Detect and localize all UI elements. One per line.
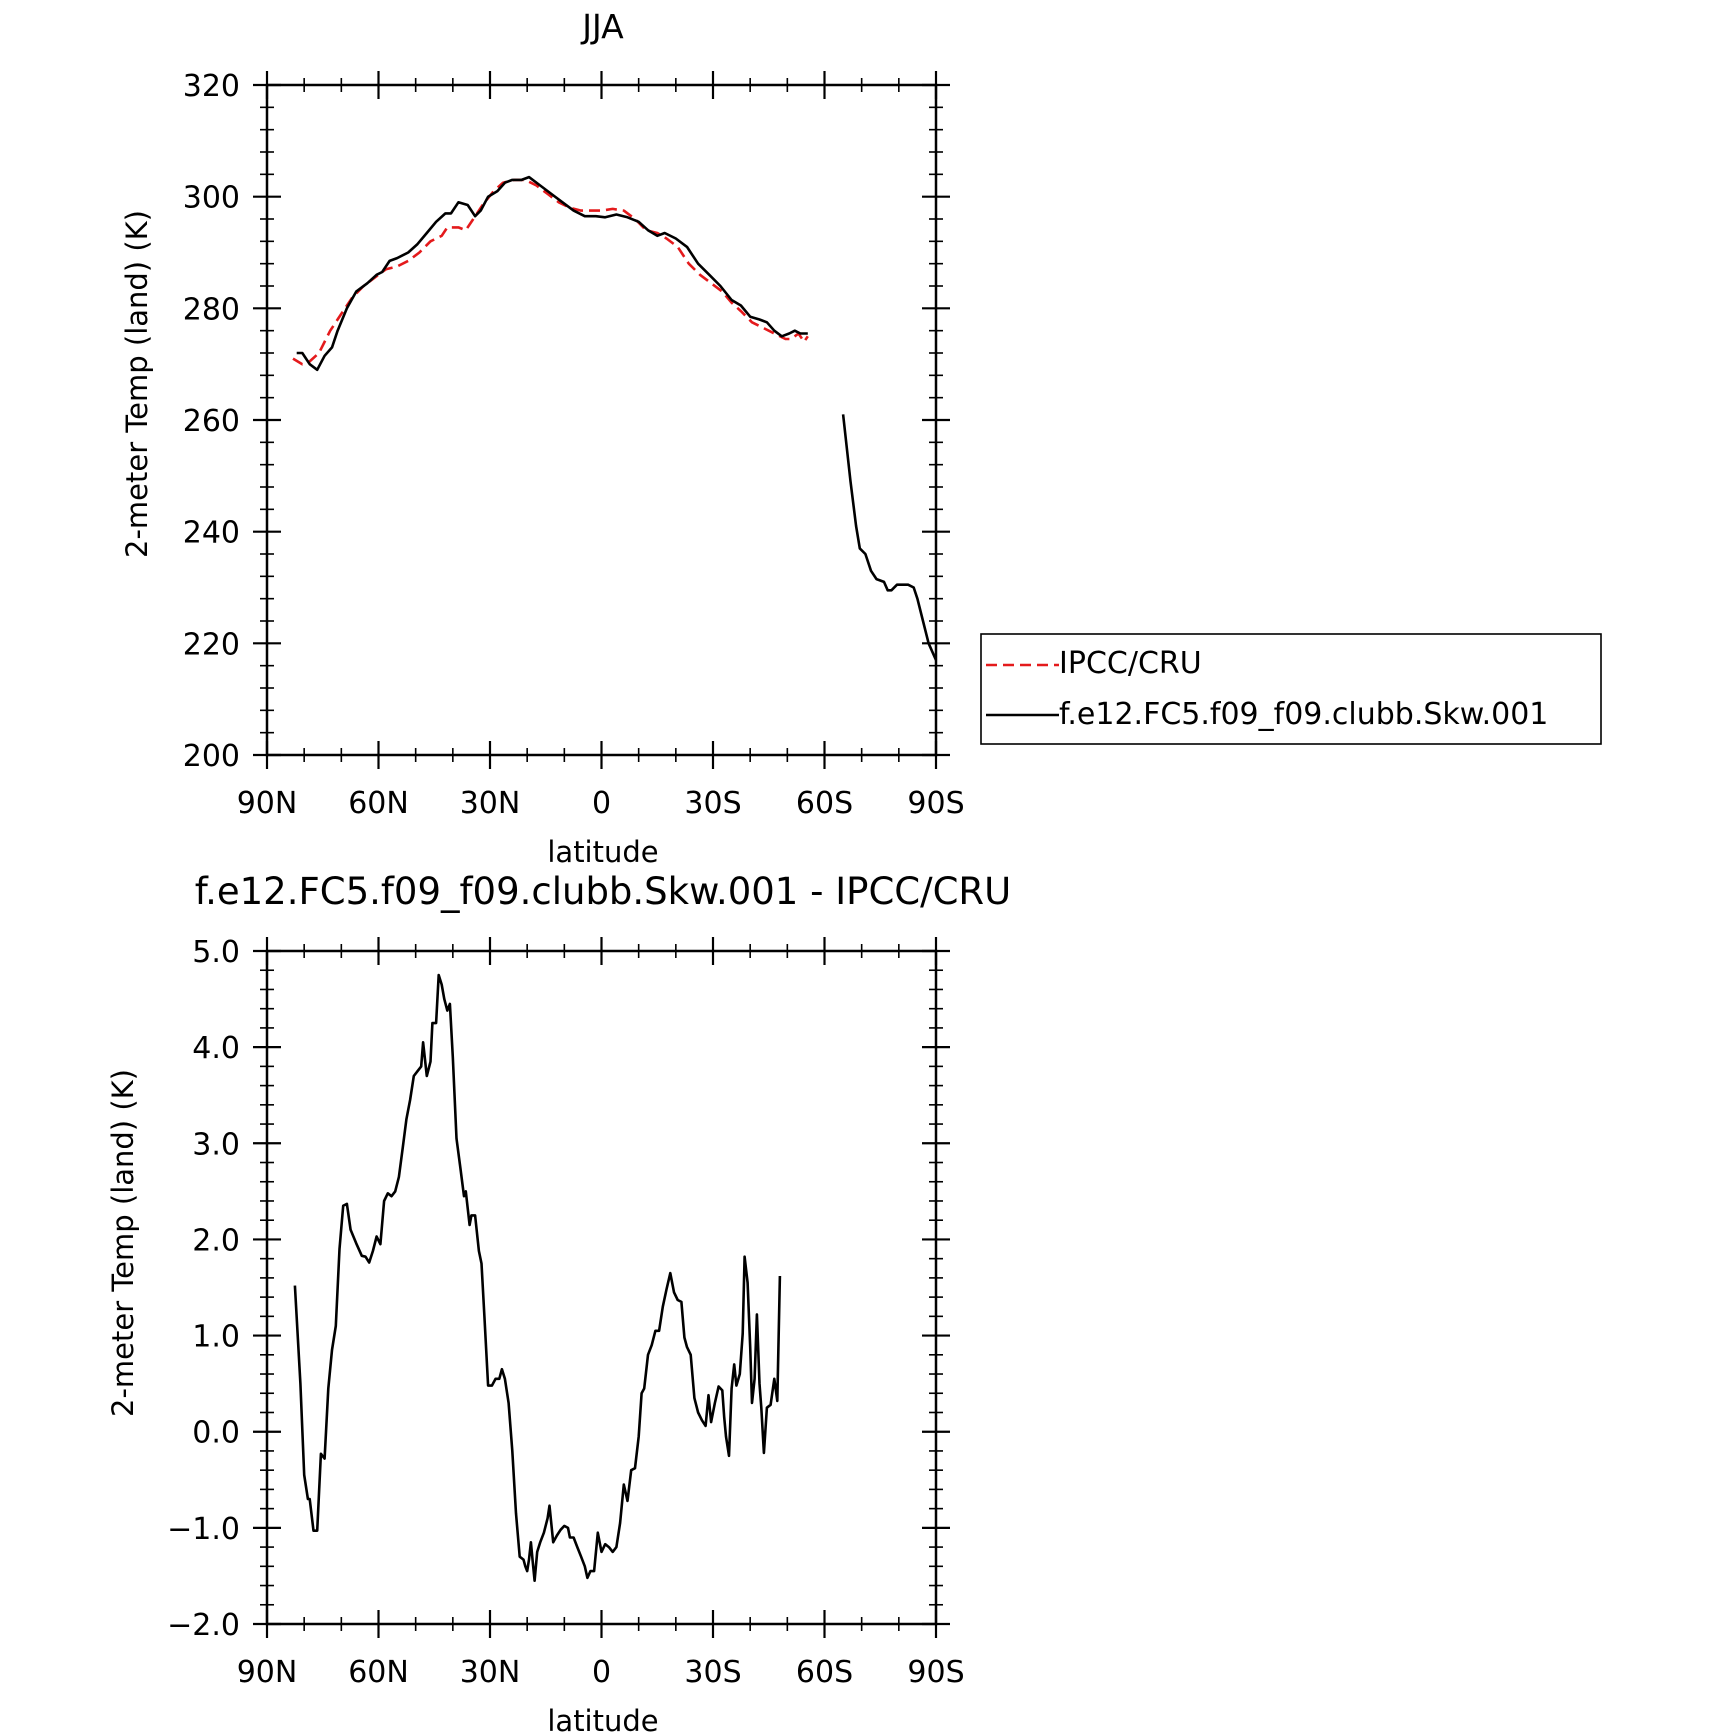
bottom-chart-title: f.e12.FC5.f09_f09.clubb.Skw.001 - IPCC/C… — [195, 870, 1011, 913]
x-tick-label: 90N — [237, 786, 298, 821]
series-line-ipcc-cru — [292, 178, 809, 366]
bottom-x-ticks: 90N 60N 30N 0 30S 60S 90S — [237, 937, 965, 1690]
y-tick-label: 200 — [183, 739, 240, 774]
x-tick-label: 60N — [348, 786, 409, 821]
y-tick-label: 260 — [183, 404, 240, 439]
series-line-model — [841, 414, 938, 661]
y-tick-label: 4.0 — [192, 1031, 240, 1066]
y-tick-label: 300 — [183, 181, 240, 216]
y-tick-label: 3.0 — [192, 1127, 240, 1162]
y-tick-label: 1.0 — [192, 1320, 240, 1355]
x-tick-label: 0 — [592, 786, 611, 821]
y-tick-label: 280 — [183, 292, 240, 327]
y-tick-label: −1.0 — [167, 1512, 240, 1547]
y-tick-label: 320 — [183, 69, 240, 104]
x-tick-label: 30S — [684, 1655, 741, 1690]
y-tick-label: 220 — [183, 627, 240, 662]
top-chart-title: JJA — [580, 7, 624, 46]
x-tick-label: 90N — [237, 1655, 298, 1690]
x-tick-label: 90S — [907, 786, 964, 821]
x-tick-label: 60N — [348, 1655, 409, 1690]
top-plot-frame — [265, 83, 938, 757]
legend: IPCC/CRU f.e12.FC5.f09_f09.clubb.Skw.001 — [980, 633, 1602, 745]
top-x-axis-label: latitude — [547, 835, 658, 869]
x-tick-label: 60S — [796, 1655, 853, 1690]
top-y-axis-label: 2-meter Temp (land) (K) — [120, 210, 154, 558]
y-tick-label: 5.0 — [192, 935, 240, 970]
y-tick-label: 240 — [183, 516, 240, 551]
x-tick-label: 90S — [907, 1655, 964, 1690]
bottom-panel: f.e12.FC5.f09_f09.clubb.Skw.001 - IPCC/C… — [106, 870, 1011, 1734]
legend-label-model: f.e12.FC5.f09_f09.clubb.Skw.001 — [1059, 697, 1548, 732]
y-tick-label: 2.0 — [192, 1223, 240, 1258]
top-plot-lines — [292, 175, 938, 661]
top-x-ticks: 90N 60N 30N 0 30S 60S 90S — [237, 71, 965, 821]
bottom-y-axis-label: 2-meter Temp (land) (K) — [106, 1069, 140, 1417]
top-y-ticks: 200 220 240 260 280 300 320 — [183, 69, 950, 774]
bottom-x-axis-label: latitude — [547, 1704, 658, 1734]
x-tick-label: 0 — [592, 1655, 611, 1690]
legend-box — [980, 633, 1602, 745]
x-tick-label: 30N — [460, 786, 521, 821]
y-tick-label: 0.0 — [192, 1416, 240, 1451]
series-line-difference — [293, 973, 782, 1582]
x-tick-label: 30S — [684, 786, 741, 821]
legend-label-ipcc-cru: IPCC/CRU — [1059, 646, 1202, 681]
bottom-plot-frame — [265, 949, 938, 1626]
x-tick-label: 30N — [460, 1655, 521, 1690]
bottom-plot-lines — [293, 973, 782, 1582]
series-line-model — [296, 175, 808, 372]
top-panel: JJA 2-meter Temp (land) (K) 200 220 240 260… — [120, 7, 1602, 869]
x-tick-label: 60S — [796, 786, 853, 821]
y-tick-label: −2.0 — [167, 1608, 240, 1643]
bottom-y-ticks: −2.0 −1.0 0.0 1.0 2.0 3.0 4.0 5.0 — [167, 935, 950, 1643]
